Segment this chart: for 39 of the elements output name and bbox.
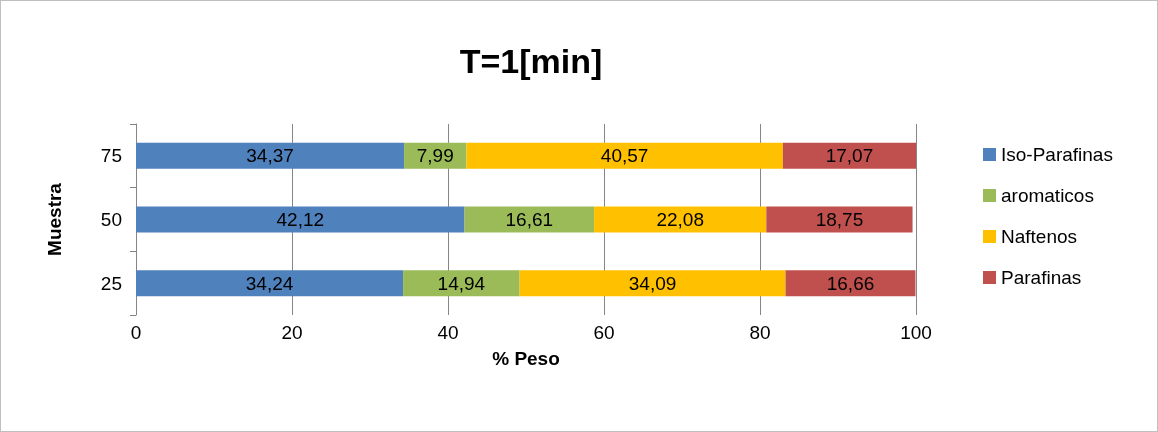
bar [403,270,520,297]
data-label: 40,57 [600,145,649,167]
legend-label: Iso-Parafinas [1001,144,1113,165]
bar [766,206,913,233]
data-label: 42,12 [276,209,325,230]
x-tick-label: 60 [593,322,615,343]
data-label: 18,75 [815,209,864,230]
x-tick-label: 40 [437,322,459,343]
bar [594,206,767,233]
data-label: 34,09 [628,272,677,294]
legend-label: aromaticos [1001,185,1094,206]
bar [136,270,404,297]
bar [785,270,916,297]
y-axis-title: Muestra [44,182,65,256]
data-label: 7,99 [416,145,454,167]
data-label: 17,07 [825,145,874,167]
data-label: 16,61 [505,209,554,230]
legend-label: Parafinas [1001,267,1082,288]
x-tick-label: 20 [281,322,303,343]
chart-title: T=1[min] [459,42,603,80]
bar [782,142,916,169]
bar [464,206,595,233]
y-tick-label: 25 [100,272,122,294]
bar [466,142,783,169]
y-tick-label: 50 [100,209,122,230]
x-tick-label: 80 [749,322,771,343]
legend-label: Naftenos [1001,226,1078,247]
data-label: 34,37 [246,145,294,167]
bar [136,206,465,233]
x-tick-label: 100 [900,322,932,343]
bar [519,270,786,297]
data-label: 14,94 [437,272,486,294]
bar [136,142,405,169]
data-label: 22,08 [656,209,704,230]
data-label: 34,24 [245,272,294,294]
x-axis-title: % Peso [492,348,560,369]
y-tick-label: 75 [100,145,122,167]
x-tick-label: 0 [130,322,142,343]
data-label: 16,66 [826,272,875,294]
